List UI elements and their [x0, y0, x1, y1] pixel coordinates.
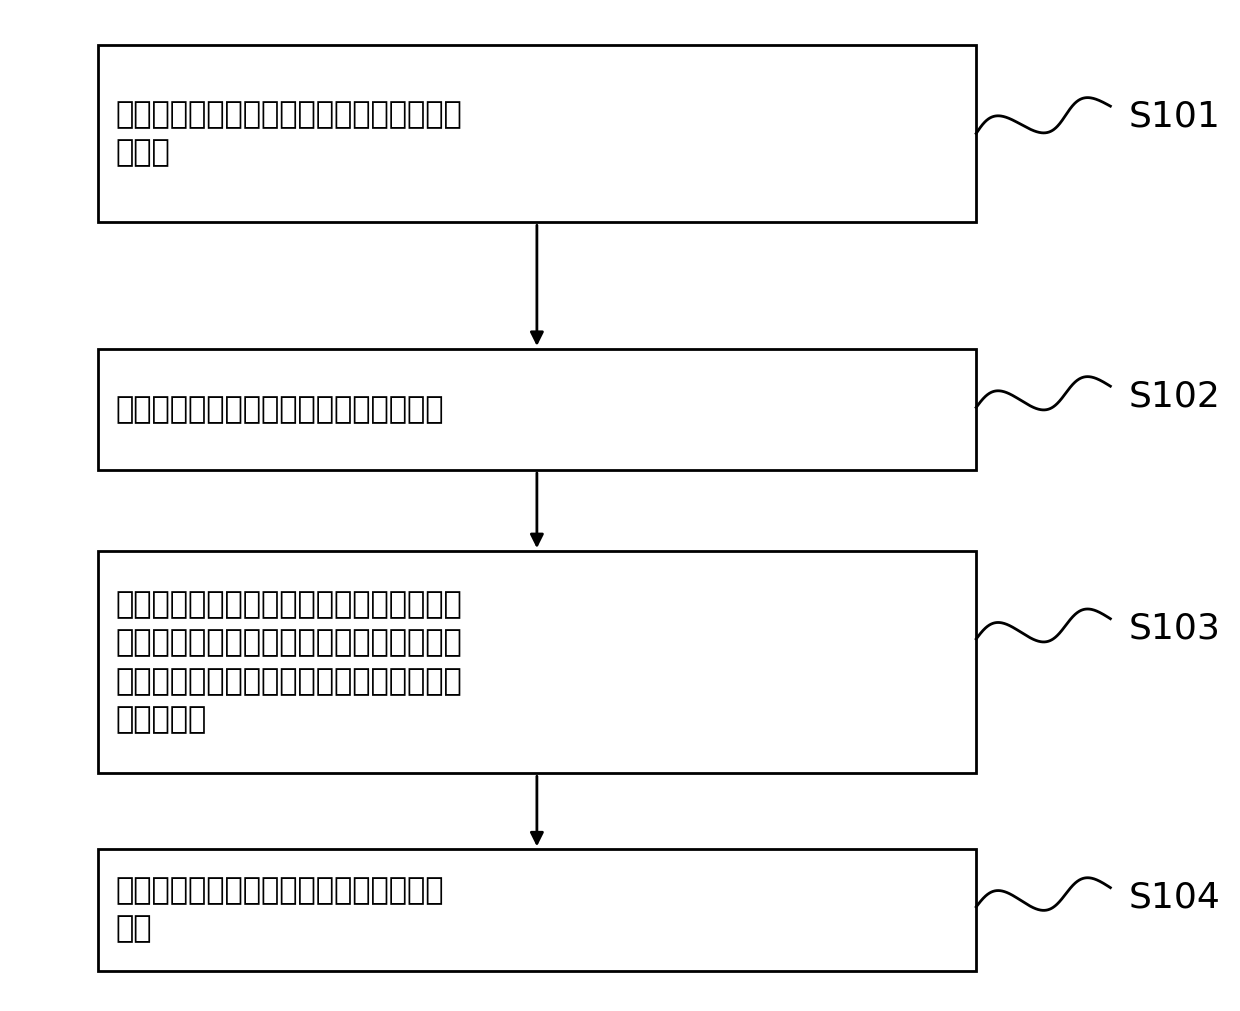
Text: S104: S104 [1128, 881, 1220, 915]
Text: 利用所述距离值并根据预先标定的距离与温
度误差的函数关系计算所述温度误差，利用
所述温度误差修正所述第一温度值，得到第
二温度值；: 利用所述距离值并根据预先标定的距离与温 度误差的函数关系计算所述温度误差，利用 … [115, 590, 463, 734]
Text: 获取视场区域内至少一个待测目标的第一温
度值；: 获取视场区域内至少一个待测目标的第一温 度值； [115, 100, 463, 168]
FancyBboxPatch shape [98, 45, 976, 222]
Text: S102: S102 [1128, 379, 1220, 413]
Text: S101: S101 [1128, 99, 1220, 133]
Text: S103: S103 [1128, 612, 1220, 646]
FancyBboxPatch shape [98, 849, 976, 971]
Text: 显示所述待测目标经过修正后的第二温度
值。: 显示所述待测目标经过修正后的第二温度 值。 [115, 877, 444, 943]
Text: 获取所述视场区域内待测目标的距离值；: 获取所述视场区域内待测目标的距离值； [115, 395, 444, 424]
FancyBboxPatch shape [98, 551, 976, 773]
FancyBboxPatch shape [98, 349, 976, 470]
